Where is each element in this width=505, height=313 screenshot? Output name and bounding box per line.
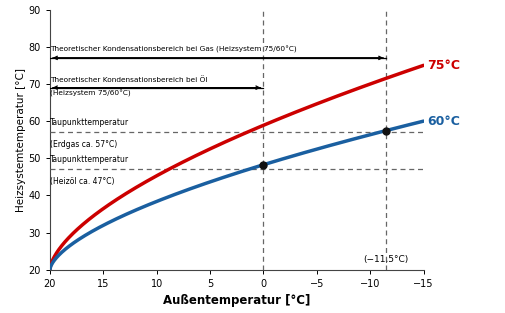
Text: 60°C: 60°C — [426, 115, 459, 128]
Y-axis label: Heizsystemtemperatur [°C]: Heizsystemtemperatur [°C] — [16, 68, 26, 212]
Text: (Erdgas ca. 57°C): (Erdgas ca. 57°C) — [50, 140, 117, 149]
Text: Theoretischer Kondensationsbereich bei Öl: Theoretischer Kondensationsbereich bei Ö… — [50, 76, 207, 83]
Text: (Heizöl ca. 47°C): (Heizöl ca. 47°C) — [50, 177, 114, 186]
X-axis label: Außentemperatur [°C]: Außentemperatur [°C] — [163, 295, 310, 307]
Text: 75°C: 75°C — [426, 59, 459, 72]
Text: (Heizsystem 75/60°C): (Heizsystem 75/60°C) — [50, 90, 130, 97]
Text: Taupunkttemperatur: Taupunkttemperatur — [50, 118, 129, 127]
Text: Taupunkttemperatur: Taupunkttemperatur — [50, 155, 129, 164]
Text: (−11,5°C): (−11,5°C) — [363, 255, 408, 264]
Text: Theoretischer Kondensationsbereich bei Gas (Heizsystem 75/60°C): Theoretischer Kondensationsbereich bei G… — [50, 46, 296, 54]
